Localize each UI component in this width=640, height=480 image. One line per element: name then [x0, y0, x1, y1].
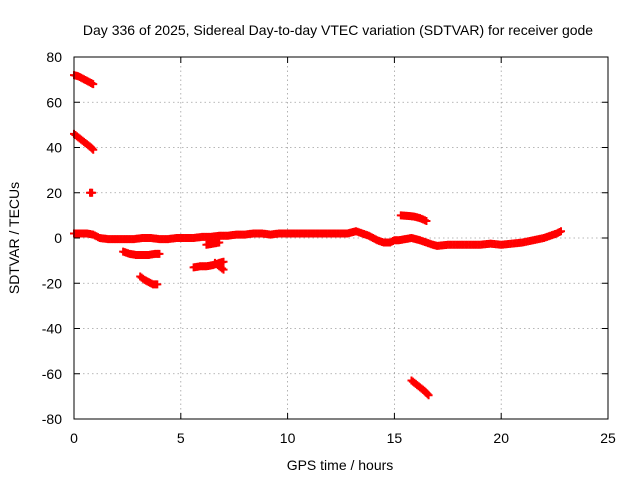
ticks: 0 5 10 15 20 25 -80 -60 -40 -20 0 20 40 60 80 — [42, 49, 616, 446]
y-tick-label: -80 — [42, 411, 62, 427]
y-tick-label: -20 — [42, 275, 62, 291]
y-tick-label: -40 — [42, 321, 62, 337]
data-point — [557, 227, 566, 236]
data-point — [215, 238, 224, 247]
series-point-20 — [86, 188, 97, 197]
series-arc-low-20 — [136, 272, 162, 289]
x-tick-label: 20 — [493, 430, 509, 446]
series-arc-high-72 — [70, 71, 98, 89]
series-arc-mid-3 — [202, 238, 224, 249]
x-tick-label: 0 — [70, 430, 78, 446]
x-tick-label: 15 — [387, 430, 403, 446]
x-tick-label: 10 — [280, 430, 296, 446]
y-tick-label: 0 — [54, 230, 62, 246]
data-point — [88, 144, 97, 153]
chart-title: Day 336 of 2025, Sidereal Day-to-day VTE… — [83, 22, 593, 38]
series-arc-mid-12b — [210, 258, 228, 274]
data-point — [424, 391, 433, 400]
data-point — [89, 145, 98, 154]
series-baseline — [70, 227, 566, 250]
y-axis-label: SDTVAR / TECUs — [6, 182, 22, 294]
data-point — [153, 280, 162, 289]
y-tick-label: 80 — [46, 49, 62, 65]
y-tick-label: 60 — [46, 94, 62, 110]
y-tick-label: -60 — [42, 366, 62, 382]
x-axis-label: GPS time / hours — [287, 457, 394, 473]
y-tick-label: 20 — [46, 185, 62, 201]
series-arc-down-65 — [407, 376, 433, 400]
data-points — [70, 71, 566, 400]
x-tick-label: 25 — [600, 430, 616, 446]
data-point — [219, 257, 228, 266]
series-arc-up-10 — [396, 211, 431, 226]
series-arc-low-6 — [119, 247, 164, 259]
data-point — [423, 390, 432, 399]
series-arc-high-46 — [70, 129, 98, 154]
y-tick-label: 40 — [46, 140, 62, 156]
x-tick-label: 5 — [177, 430, 185, 446]
data-point — [155, 249, 164, 258]
data-point — [218, 264, 227, 273]
data-point — [88, 188, 97, 197]
data-point — [219, 265, 228, 274]
data-point — [89, 80, 98, 89]
data-point — [422, 217, 431, 226]
